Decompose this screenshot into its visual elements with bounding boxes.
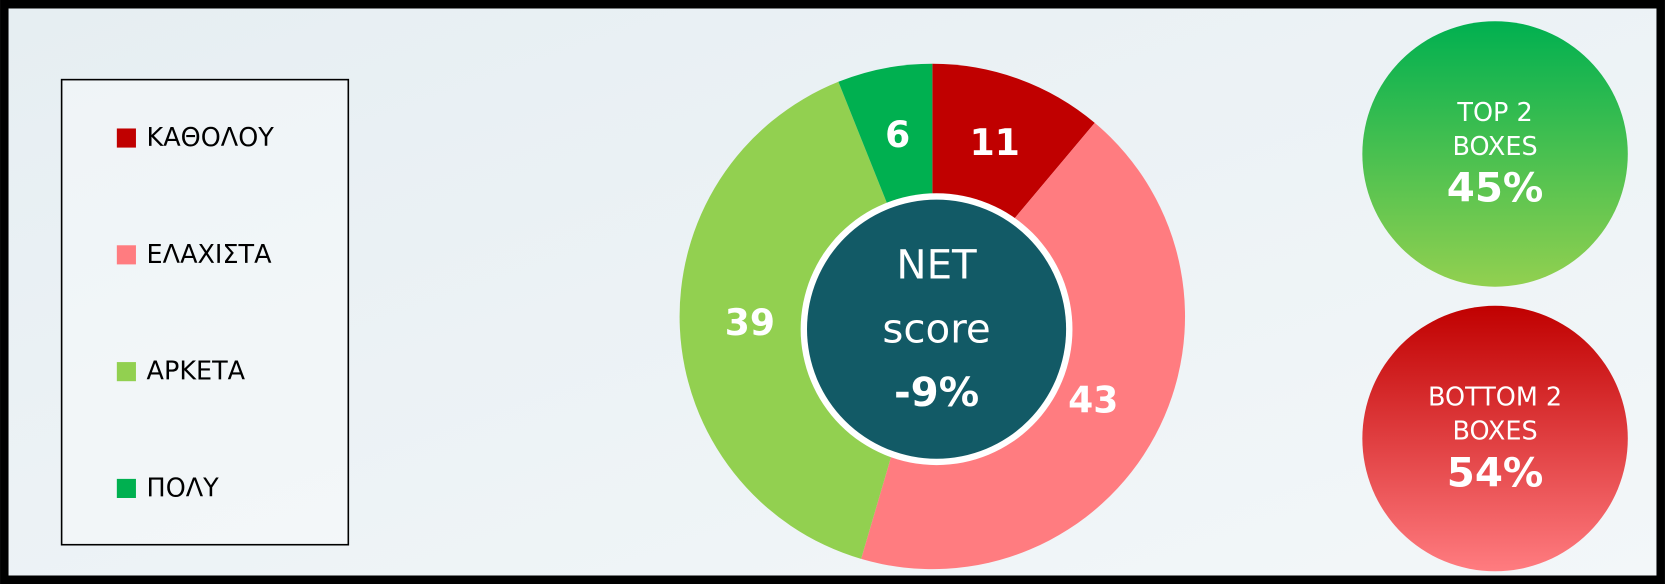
legend-swatch [116,478,136,498]
legend-swatch [116,245,136,265]
legend-label: ΠΟΛΥ [147,473,220,503]
legend-box [60,78,350,546]
legend-swatch [116,362,136,382]
legend-swatch [116,128,136,148]
summary-text: BOTTOM 2 BOXES 54% [1368,311,1623,566]
data-label: 11 [970,121,1020,164]
center-value: -9% [894,369,979,416]
summary-circle [1362,21,1628,287]
summary-label: TOP 2 BOXES [1452,97,1538,162]
legend-label: ΚΑΘΟΛΟΥ [147,123,275,153]
summary-circle [1362,305,1628,572]
center-label: NET [896,242,977,289]
data-label: 6 [885,113,910,156]
legend-label: ΑΡΚΕΤΑ [147,357,246,387]
summary-value: 45% [1446,164,1544,212]
legend-label: ΕΛΑΧΙΣΤΑ [147,240,273,270]
center-label: score [882,305,990,352]
data-label: 43 [1068,379,1118,422]
summary-value: 54% [1446,449,1544,496]
center-circle [807,199,1067,459]
summary-label: BOTTOM 2 BOXES [1427,382,1563,446]
summary-text: TOP 2 BOXES 45% [1368,27,1623,282]
data-label: 39 [725,301,775,344]
